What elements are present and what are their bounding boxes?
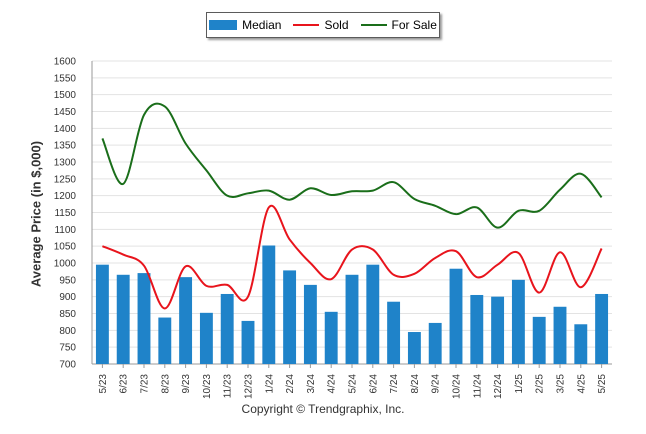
bar-median [137, 273, 151, 364]
x-tick-label: 2/25 [535, 374, 546, 394]
bar-median [574, 324, 588, 364]
y-tick-label: 800 [59, 326, 76, 337]
legend-swatch-forsale [360, 24, 387, 26]
legend-item-sold: Sold [293, 18, 349, 32]
x-tick-label: 11/23 [223, 374, 234, 399]
x-tick-label: 6/23 [119, 374, 130, 394]
bar-median [95, 264, 109, 364]
bar-median [511, 279, 525, 364]
x-tick-label: 9/23 [181, 374, 192, 394]
x-tick-label: 8/24 [410, 374, 421, 394]
x-tick-label: 1/25 [514, 374, 525, 394]
x-tick-label: 5/24 [348, 374, 359, 394]
y-tick-label: 750 [59, 343, 76, 354]
y-tick-label: 1450 [54, 107, 77, 118]
y-tick-label: 1150 [54, 208, 76, 219]
y-tick-label: 900 [59, 292, 76, 303]
x-tick-label: 3/24 [306, 374, 317, 394]
y-tick-label: 1600 [54, 57, 77, 68]
x-tick-label: 4/25 [576, 374, 587, 394]
x-tick-label: 5/23 [98, 374, 109, 394]
bar-median [428, 322, 442, 364]
x-tick-label: 6/24 [368, 374, 379, 394]
y-tick-label: 700 [59, 360, 76, 371]
bar-median [241, 320, 255, 364]
copyright-text: Copyright © Trendgraphix, Inc. [241, 402, 405, 416]
x-tick-label: 4/24 [327, 374, 338, 394]
bar-median [387, 301, 401, 364]
x-tick-label: 2/24 [285, 374, 296, 394]
bar-median [366, 264, 380, 364]
y-tick-label: 1050 [54, 242, 77, 253]
x-tick-label: 12/23 [244, 374, 255, 399]
x-tick-label: 1/24 [264, 374, 275, 394]
x-tick-label: 5/25 [597, 374, 608, 394]
y-tick-label: 1250 [54, 174, 77, 185]
legend-item-median: Median [209, 18, 281, 32]
y-tick-label: 1550 [54, 73, 77, 84]
bar-median [158, 317, 172, 364]
x-tick-label: 7/23 [140, 374, 151, 394]
bar-median [283, 270, 297, 364]
x-tick-label: 11/24 [472, 374, 483, 399]
y-tick-label: 1300 [54, 158, 77, 169]
bar-median [220, 293, 234, 364]
x-tick-label: 7/24 [389, 374, 400, 394]
bar-median [116, 274, 130, 364]
x-tick-label: 10/24 [452, 374, 463, 399]
bar-median [470, 294, 484, 364]
bar-median [179, 277, 193, 364]
bar-median [262, 245, 276, 364]
bar-median [553, 306, 567, 364]
bar-median [532, 316, 546, 364]
y-tick-label: 1350 [54, 141, 77, 152]
x-tick-label: 8/23 [160, 374, 171, 394]
legend: Median Sold For Sale [206, 12, 440, 38]
bar-median [324, 311, 338, 364]
legend-label-forsale: For Sale [391, 18, 437, 32]
y-tick-label: 850 [59, 309, 76, 320]
y-tick-label: 1500 [54, 90, 77, 101]
bar-median [595, 293, 609, 364]
y-tick-label: 1100 [54, 225, 76, 236]
legend-swatch-median [209, 20, 238, 30]
legend-item-forsale: For Sale [360, 18, 437, 32]
legend-swatch-sold [293, 24, 320, 26]
bar-median [407, 332, 421, 364]
y-tick-label: 1200 [54, 191, 77, 202]
bar-median [345, 274, 359, 364]
x-tick-label: 3/25 [556, 374, 567, 394]
y-tick-label: 950 [59, 275, 76, 286]
x-tick-label: 9/24 [431, 374, 442, 394]
series-line-for-sale [101, 102, 603, 229]
bar-median [491, 296, 505, 364]
bar-median [449, 268, 463, 364]
legend-label-sold: Sold [324, 18, 349, 32]
bar-median [303, 284, 317, 364]
x-tick-label: 12/24 [493, 374, 504, 399]
bar-median [199, 312, 213, 364]
y-tick-label: 1400 [54, 124, 77, 135]
y-tick-label: 1000 [54, 259, 77, 270]
series-line-sold [102, 204, 603, 310]
x-tick-label: 10/23 [202, 374, 213, 399]
legend-label-median: Median [242, 18, 282, 32]
